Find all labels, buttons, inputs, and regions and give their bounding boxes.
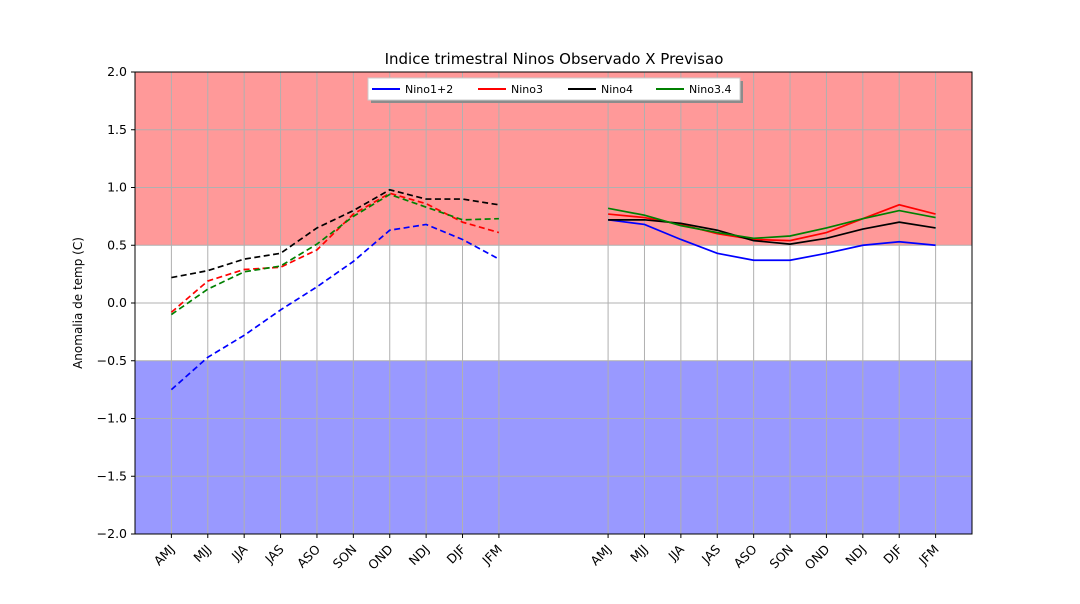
x-tick-label: SON [330, 542, 360, 572]
x-tick-label: DJF [880, 542, 905, 567]
x-tick-label: JJA [228, 541, 251, 564]
x-tick-label: JJA [665, 541, 688, 564]
series-observed-line-2 [171, 188, 500, 279]
legend-label: Nino3 [511, 83, 543, 96]
series-lines [170, 188, 936, 391]
y-tick-label: −1.0 [97, 411, 127, 426]
series-forecast-line-3 [607, 207, 936, 240]
legend: Nino1+2 Nino3 Nino4 Nino3.4 [367, 77, 743, 103]
legend-label: Nino4 [601, 83, 633, 96]
x-tick-label: NDJ [842, 542, 869, 569]
x-tick-label: OND [365, 542, 396, 573]
x-axis: AMJ MJJ JJA JAS ASO SON OND NDJ DJF JFM AMJ MJJ JJA J… [151, 534, 942, 573]
x-tick-label: ASO [294, 541, 323, 570]
y-tick-label: 0.5 [107, 237, 127, 252]
x-tick-label: MJJ [190, 542, 213, 565]
x-tick-label: NDJ [406, 542, 433, 569]
series-forecast-line-2 [608, 218, 936, 245]
x-tick-label: JFM [915, 542, 942, 569]
legend-label: Nino3.4 [689, 83, 731, 96]
legend-box [367, 77, 741, 101]
grid-lines [135, 71, 972, 535]
legend-label: Nino1+2 [405, 83, 453, 96]
x-tick-label: OND [802, 542, 833, 573]
x-tick-label: ASO [731, 541, 760, 570]
y-tick-label: 0.0 [107, 295, 127, 310]
series-forecast-line-0 [607, 218, 936, 262]
y-axis: −2.0 −1.5 −1.0 −0.5 0.0 0.5 1.0 1.5 2.0 [97, 64, 135, 541]
band-cold [135, 360, 972, 534]
x-tick-label: SON [766, 542, 796, 572]
x-tick-label: MJJ [627, 542, 650, 565]
y-tick-label: −0.5 [97, 353, 127, 368]
x-tick-label: AMJ [151, 542, 178, 569]
x-tick-label: DJF [444, 542, 469, 567]
x-tick-label: JAS [698, 541, 723, 566]
x-tick-label: JFM [478, 542, 505, 569]
y-tick-label: 1.0 [107, 180, 127, 195]
series-observed-line-0 [170, 223, 500, 391]
y-tick-label: 2.0 [107, 64, 127, 79]
y-axis-label: Anomalia de temp (C) [71, 237, 85, 369]
y-tick-label: −1.5 [97, 468, 127, 483]
y-tick-label: −2.0 [97, 526, 127, 541]
chart-title: Indice trimestral Ninos Observado X Prev… [385, 50, 724, 68]
x-tick-label: AMJ [587, 542, 614, 569]
y-tick-label: 1.5 [107, 122, 127, 137]
x-tick-label: JAS [261, 541, 286, 566]
